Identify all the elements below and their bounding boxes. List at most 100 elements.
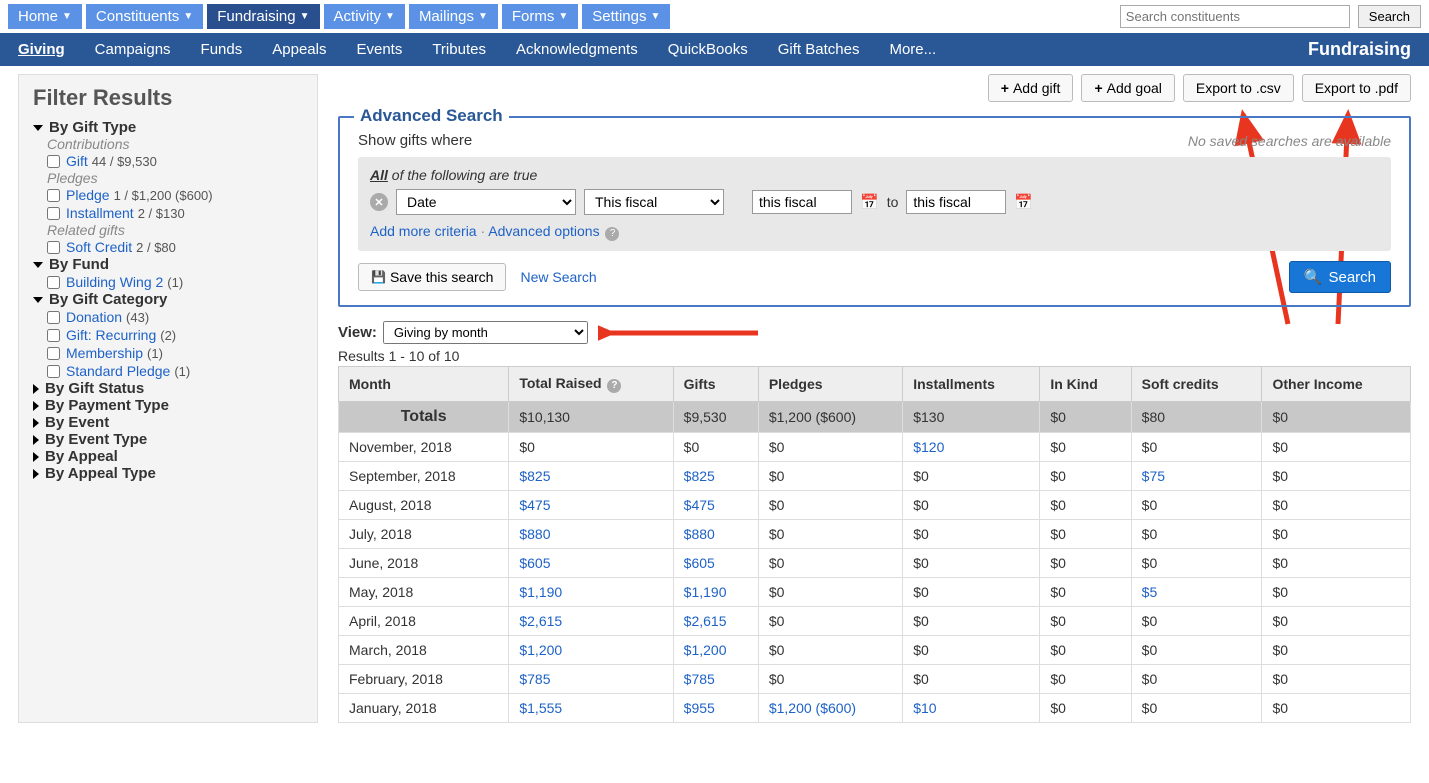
save-search-button[interactable]: 💾Save this search <box>358 263 506 291</box>
filter-link[interactable]: Donation <box>66 309 122 325</box>
filter-link[interactable]: Pledge <box>66 187 110 203</box>
value-link[interactable]: $475 <box>519 497 550 513</box>
filter-checkbox[interactable] <box>47 365 60 378</box>
value-link[interactable]: $10 <box>913 700 936 716</box>
col-gifts[interactable]: Gifts <box>673 367 758 402</box>
col-pledges[interactable]: Pledges <box>758 367 902 402</box>
value-link[interactable]: $605 <box>684 555 715 571</box>
filter-link[interactable]: Soft Credit <box>66 239 132 255</box>
value-cell[interactable]: $1,555 <box>509 694 673 723</box>
value-link[interactable]: $120 <box>913 439 944 455</box>
value-cell[interactable]: $120 <box>903 433 1040 462</box>
value-cell[interactable]: $880 <box>673 520 758 549</box>
col-total-raised[interactable]: Total Raised ? <box>509 367 673 402</box>
col-soft-credits[interactable]: Soft credits <box>1131 367 1262 402</box>
value-cell[interactable]: $475 <box>509 491 673 520</box>
global-search-button[interactable]: Search <box>1358 5 1421 28</box>
subnav-campaigns[interactable]: Campaigns <box>95 41 171 58</box>
value-cell[interactable]: $825 <box>673 462 758 491</box>
value-link[interactable]: $1,200 ($600) <box>769 700 856 716</box>
export-csv-button[interactable]: Export to .csv <box>1183 74 1294 102</box>
filter-link[interactable]: Installment <box>66 205 134 221</box>
date-to-input[interactable] <box>906 190 1006 214</box>
filter-checkbox[interactable] <box>47 207 60 220</box>
filter-checkbox[interactable] <box>47 189 60 202</box>
filter-link[interactable]: Building Wing 2 <box>66 274 163 290</box>
value-link[interactable]: $825 <box>519 468 550 484</box>
help-icon[interactable]: ? <box>605 227 619 241</box>
filter-checkbox[interactable] <box>47 347 60 360</box>
subnav-gift-batches[interactable]: Gift Batches <box>778 41 860 58</box>
value-link[interactable]: $785 <box>684 671 715 687</box>
value-cell[interactable]: $1,200 <box>673 636 758 665</box>
filter-by-event[interactable]: By Event <box>33 414 303 431</box>
filter-by-gift-status[interactable]: By Gift Status <box>33 380 303 397</box>
value-link[interactable]: $5 <box>1142 584 1158 600</box>
filter-checkbox[interactable] <box>47 276 60 289</box>
value-cell[interactable]: $1,200 <box>509 636 673 665</box>
value-cell[interactable]: $880 <box>509 520 673 549</box>
filter-by-event-type[interactable]: By Event Type <box>33 431 303 448</box>
add-criteria-link[interactable]: Add more criteria <box>370 223 477 239</box>
global-search-input[interactable] <box>1120 5 1350 28</box>
filter-by-fund[interactable]: By Fund <box>33 256 303 273</box>
value-link[interactable]: $2,615 <box>519 613 562 629</box>
value-cell[interactable]: $2,615 <box>673 607 758 636</box>
subnav-acknowledgments[interactable]: Acknowledgments <box>516 41 638 58</box>
value-link[interactable]: $1,190 <box>519 584 562 600</box>
topnav-constituents[interactable]: Constituents ▼ <box>86 4 203 29</box>
add-gift-button[interactable]: +Add gift <box>988 74 1074 102</box>
value-link[interactable]: $1,200 <box>519 642 562 658</box>
value-link[interactable]: $1,190 <box>684 584 727 600</box>
value-cell[interactable]: $75 <box>1131 462 1262 491</box>
subnav-appeals[interactable]: Appeals <box>272 41 326 58</box>
topnav-fundraising[interactable]: Fundraising ▼ <box>207 4 319 29</box>
filter-item-gift-recurring[interactable]: Gift: Recurring (2) <box>47 326 303 344</box>
col-other-income[interactable]: Other Income <box>1262 367 1411 402</box>
filter-item-standard-pledge[interactable]: Standard Pledge (1) <box>47 362 303 380</box>
subnav-funds[interactable]: Funds <box>201 41 243 58</box>
criteria-range-select[interactable]: This fiscal <box>584 189 724 215</box>
value-cell[interactable]: $825 <box>509 462 673 491</box>
subnav-giving[interactable]: Giving <box>18 41 65 58</box>
value-link[interactable]: $880 <box>519 526 550 542</box>
value-link[interactable]: $825 <box>684 468 715 484</box>
subnav-quickbooks[interactable]: QuickBooks <box>668 41 748 58</box>
value-link[interactable]: $880 <box>684 526 715 542</box>
filter-link[interactable]: Gift <box>66 153 88 169</box>
advanced-options-link[interactable]: Advanced options <box>488 223 599 239</box>
value-link[interactable]: $475 <box>684 497 715 513</box>
filter-item-pledge[interactable]: Pledge 1 / $1,200 ($600) <box>47 186 303 204</box>
filter-checkbox[interactable] <box>47 241 60 254</box>
topnav-forms[interactable]: Forms ▼ <box>502 4 578 29</box>
value-cell[interactable]: $10 <box>903 694 1040 723</box>
value-cell[interactable]: $785 <box>673 665 758 694</box>
value-link[interactable]: $1,555 <box>519 700 562 716</box>
topnav-activity[interactable]: Activity ▼ <box>324 4 405 29</box>
new-search-link[interactable]: New Search <box>520 269 596 285</box>
value-link[interactable]: $785 <box>519 671 550 687</box>
filter-link[interactable]: Membership <box>66 345 143 361</box>
topnav-mailings[interactable]: Mailings ▼ <box>409 4 498 29</box>
export-pdf-button[interactable]: Export to .pdf <box>1302 74 1411 102</box>
value-cell[interactable]: $1,200 ($600) <box>758 694 902 723</box>
filter-checkbox[interactable] <box>47 329 60 342</box>
value-link[interactable]: $2,615 <box>684 613 727 629</box>
value-cell[interactable]: $955 <box>673 694 758 723</box>
remove-criteria-icon[interactable]: ✕ <box>370 193 388 211</box>
subnav-more-[interactable]: More... <box>889 41 936 58</box>
filter-item-soft-credit[interactable]: Soft Credit 2 / $80 <box>47 238 303 256</box>
topnav-settings[interactable]: Settings ▼ <box>582 4 670 29</box>
value-link[interactable]: $955 <box>684 700 715 716</box>
col-installments[interactable]: Installments <box>903 367 1040 402</box>
search-button[interactable]: 🔍Search <box>1289 261 1391 293</box>
filter-by-gift-category[interactable]: By Gift Category <box>33 291 303 308</box>
filter-item-installment[interactable]: Installment 2 / $130 <box>47 204 303 222</box>
calendar-icon[interactable]: 📅 <box>1014 193 1033 211</box>
filter-by-payment-type[interactable]: By Payment Type <box>33 397 303 414</box>
value-link[interactable]: $75 <box>1142 468 1165 484</box>
filter-link[interactable]: Standard Pledge <box>66 363 170 379</box>
filter-by-gift-type[interactable]: By Gift Type <box>33 119 303 136</box>
filter-checkbox[interactable] <box>47 155 60 168</box>
value-cell[interactable]: $475 <box>673 491 758 520</box>
